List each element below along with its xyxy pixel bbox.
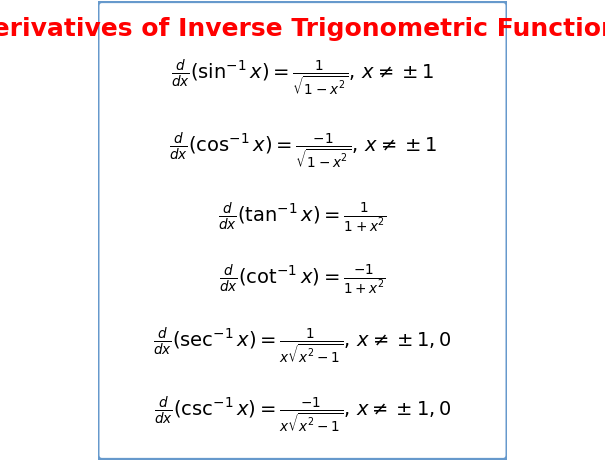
FancyBboxPatch shape	[98, 1, 507, 460]
Text: $\frac{d}{dx}\left(\cos^{-1}x\right) = \frac{-1}{\sqrt{1-x^2}},\, x \neq \pm 1$: $\frac{d}{dx}\left(\cos^{-1}x\right) = \…	[169, 130, 436, 170]
Text: $\frac{d}{dx}\left(\sin^{-1}x\right) = \frac{1}{\sqrt{1-x^2}},\, x \neq \pm 1$: $\frac{d}{dx}\left(\sin^{-1}x\right) = \…	[171, 57, 434, 97]
Text: $\frac{d}{dx}\left(\cot^{-1}x\right) = \frac{-1}{1+x^2}$: $\frac{d}{dx}\left(\cot^{-1}x\right) = \…	[219, 262, 386, 296]
Text: $\frac{d}{dx}\left(\sec^{-1}x\right) = \frac{1}{x\sqrt{x^2-1}},\, x \neq \pm 1, : $\frac{d}{dx}\left(\sec^{-1}x\right) = \…	[153, 325, 452, 365]
Text: Derivatives of Inverse Trigonometric Functions: Derivatives of Inverse Trigonometric Fun…	[0, 17, 605, 41]
Text: $\frac{d}{dx}\left(\tan^{-1}x\right) = \frac{1}{1+x^2}$: $\frac{d}{dx}\left(\tan^{-1}x\right) = \…	[218, 200, 387, 234]
Text: $\frac{d}{dx}\left(\csc^{-1}x\right) = \frac{-1}{x\sqrt{x^2-1}},\, x \neq \pm 1,: $\frac{d}{dx}\left(\csc^{-1}x\right) = \…	[154, 394, 451, 434]
